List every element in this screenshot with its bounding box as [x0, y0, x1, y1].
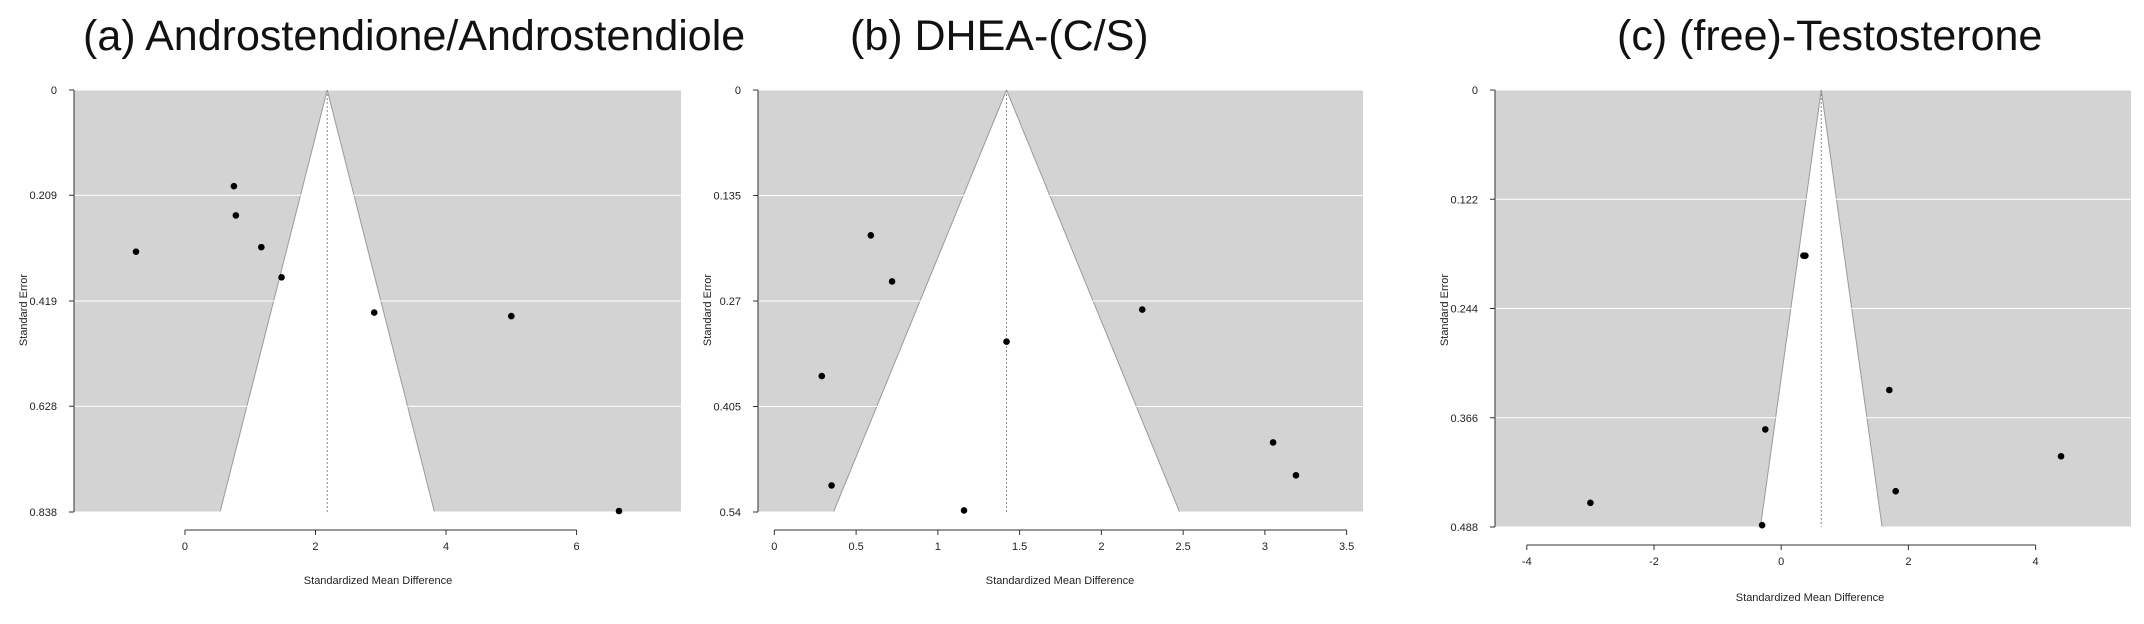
panel-a-study-point — [370, 309, 378, 316]
panel-c-plot: 0 0.122 0.244 0.366 0.488 -4 -2 0 2 4 — [1450, 85, 2131, 568]
panel-a-study-point — [132, 248, 140, 255]
panel-c-y-tick-label: 0.366 — [1450, 413, 1478, 425]
panel-a-x-tick-label: 4 — [443, 541, 449, 553]
panel-c-study-point — [1758, 521, 1766, 529]
panel-a-y-tick-label: 0.838 — [29, 507, 57, 519]
panel-b-study-point — [1269, 439, 1277, 446]
panel-a-study-point — [232, 212, 240, 219]
panel-c-y-axis-label: Standard Error — [1439, 274, 1451, 346]
panel-b-study-point — [828, 482, 835, 489]
panel-c-x-tick-label: 4 — [2033, 556, 2039, 568]
panel-c-y-tick-label: 0.488 — [1450, 522, 1478, 534]
panel-c-study-point — [1802, 252, 1809, 259]
panel-a-y-tick-label: 0.419 — [29, 296, 57, 308]
panel-b-x-tick-label: 3.5 — [1339, 541, 1354, 553]
panel-b-study-point — [1003, 338, 1010, 345]
panel-a-study-point — [258, 243, 265, 251]
panel-b-x-tick-label: 3 — [1262, 541, 1268, 553]
panel-c-study-point — [1886, 386, 1893, 394]
panel-b-study-point — [818, 372, 826, 380]
panel-b-title: (b) DHEA-(C/S) — [850, 12, 1149, 60]
panel-a-x-tick-label: 2 — [312, 541, 318, 553]
panel-a-study-point — [508, 312, 515, 320]
panel-b-y-axis-label: Standard Error — [702, 274, 714, 346]
panel-a-x-axis-label: Standardized Mean Difference — [304, 575, 452, 587]
panel-b-study-point — [867, 232, 875, 239]
panel-a-plot: 0 0.209 0.419 0.628 0.838 0 2 4 6 — [29, 85, 681, 553]
panel-b-x-tick-label: 1 — [935, 541, 941, 553]
panel-b-x-tick-label: 0.5 — [848, 541, 863, 553]
panel-b-x-tick-label: 0 — [771, 541, 777, 553]
panel-b-study-point — [960, 507, 968, 514]
panel-b-y-tick-label: 0.135 — [713, 191, 741, 203]
panel-a-y-tick-label: 0 — [51, 85, 57, 97]
panel-a-y-tick-label: 0.628 — [29, 401, 57, 413]
panel-b-y-tick-label: 0 — [735, 85, 741, 97]
panel-a-y-tick-label: 0.209 — [29, 190, 57, 202]
panel-c-x-tick-label: -4 — [1522, 556, 1532, 568]
panel-a-study-point — [615, 507, 623, 515]
panel-c-x-axis-label: Standardized Mean Difference — [1736, 592, 1884, 604]
panel-c-title: (c) (free)-Testosterone — [1617, 12, 2042, 60]
panel-a-x-tick-label: 6 — [574, 541, 580, 553]
panel-b-x-tick-label: 2 — [1098, 541, 1104, 553]
panel-c-y-tick-label: 0 — [1472, 85, 1478, 97]
panel-c-study-point — [2057, 452, 2065, 460]
panel-a-study-point — [278, 274, 285, 281]
panel-c-x-tick-label: 0 — [1778, 556, 1784, 568]
panel-b-x-tick-label: 2.5 — [1175, 541, 1190, 553]
panel-b-x-tick-label: 1.5 — [1012, 541, 1027, 553]
panel-c-y-tick-label: 0.122 — [1450, 194, 1478, 206]
panel-b-y-tick-label: 0.405 — [713, 402, 741, 414]
panel-a-study-point — [230, 182, 238, 190]
panel-b-x-axis-label: Standardized Mean Difference — [986, 575, 1134, 587]
panel-b-y-tick-label: 0.54 — [720, 507, 741, 519]
panel-a-title: (a) Androstendione/Androstendiole — [83, 12, 745, 60]
panel-c-y-tick-label: 0.244 — [1450, 304, 1478, 316]
panel-c-study-point — [1587, 499, 1594, 507]
panel-b-y-tick-label: 0.27 — [720, 296, 741, 308]
panel-b-study-point — [1138, 306, 1146, 313]
panel-b-plot: 0 0.135 0.27 0.405 0.54 0 0.5 1 1.5 2 2.5 3 3.5 — [713, 85, 1363, 553]
panel-a-y-axis-label: Standard Error — [18, 274, 30, 346]
panel-c-study-point — [1762, 426, 1769, 433]
panel-b-study-point — [1292, 471, 1300, 479]
panel-c-x-tick-label: -2 — [1649, 556, 1659, 568]
panel-c-study-point — [1892, 487, 1899, 495]
panel-b-study-point — [888, 278, 896, 285]
panel-a-x-tick-label: 0 — [182, 541, 188, 553]
panel-c-x-tick-label: 2 — [1905, 556, 1911, 568]
